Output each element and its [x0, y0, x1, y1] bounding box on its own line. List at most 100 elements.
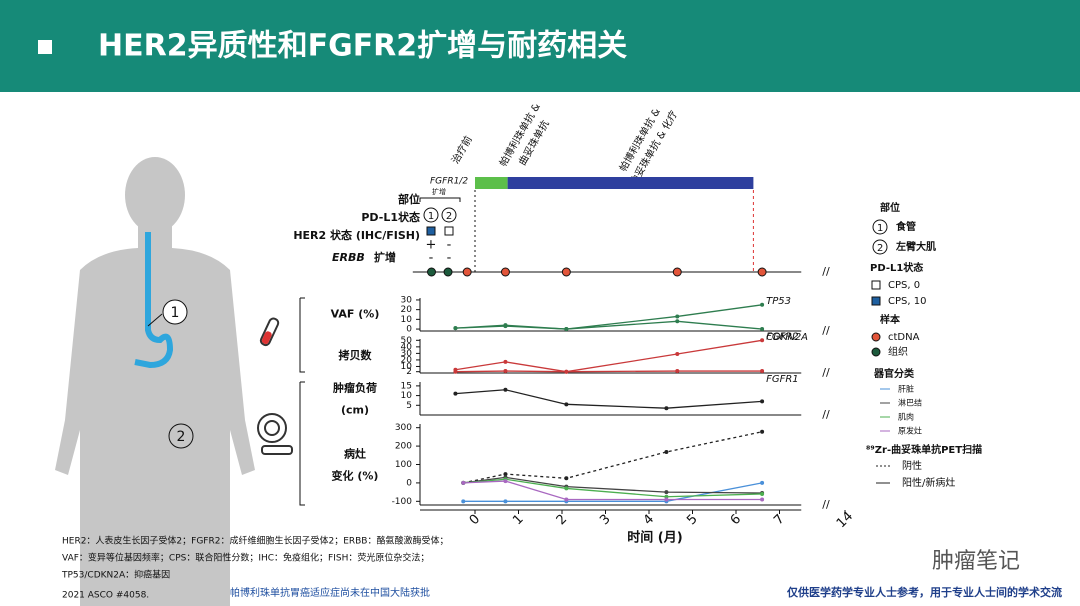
data-point	[564, 327, 569, 332]
erbb-status: -	[447, 251, 452, 266]
data-point	[675, 314, 680, 319]
y-axis-label: (cm)	[341, 404, 369, 417]
row-label: PD-L1状态	[361, 210, 420, 224]
y-tick-label: 5	[406, 401, 412, 411]
data-point	[664, 490, 669, 495]
legend-text: PD-L1状态	[870, 261, 923, 274]
sample-marker	[672, 267, 682, 277]
legend-text: 肌肉	[898, 412, 914, 422]
data-point	[664, 449, 669, 454]
y-tick-label: 15	[401, 381, 412, 391]
y-tick-label: 20	[401, 355, 413, 365]
bracket	[299, 297, 305, 373]
legend-text: 食管	[895, 220, 916, 233]
data-point	[503, 472, 508, 477]
erbb-status: -	[429, 251, 434, 266]
legend-sample-icon	[871, 347, 881, 357]
site-icon	[441, 207, 457, 223]
watermark: 肿瘤笔记	[932, 549, 1020, 574]
site-label: 1	[171, 305, 180, 321]
y-tick-label: 0	[406, 325, 412, 335]
tube-icon	[259, 317, 280, 347]
data-point	[760, 327, 765, 332]
y-tick-label: 10	[401, 315, 413, 325]
y-tick-label: 10	[401, 362, 413, 372]
y-axis-label: 变化 (%)	[332, 469, 379, 483]
data-point	[564, 369, 569, 374]
footnote: TP53/CDKN2A：抑癌基因	[61, 569, 170, 581]
legend-site-icon	[872, 239, 888, 255]
site-icon	[423, 207, 439, 223]
data-point	[503, 499, 508, 504]
legend-text: 器官分类	[873, 367, 914, 380]
site-label: 2	[177, 429, 186, 445]
data-point	[760, 302, 765, 307]
y-tick-label: 30	[401, 295, 413, 305]
axis-break: //	[822, 408, 830, 421]
pdl1-icon	[444, 226, 454, 236]
legend-text: 组织	[888, 345, 908, 358]
data-point	[760, 338, 765, 343]
axis-break: //	[822, 366, 830, 379]
series-line	[455, 370, 763, 373]
site-marker	[162, 299, 188, 325]
site-marker	[168, 423, 194, 449]
series-label: FGFR2	[766, 331, 799, 342]
data-point	[503, 359, 508, 364]
x-axis-label: 时间 (月)	[627, 530, 682, 546]
y-tick-label: -100	[392, 497, 413, 507]
callout	[147, 313, 163, 327]
header-bar	[0, 0, 1080, 92]
bracket	[299, 381, 305, 506]
data-point	[564, 486, 569, 491]
footnote: HER2：人表皮生长因子受体2；FGFR2：成纤维细胞生长因子受体2；ERBB：…	[62, 535, 448, 547]
data-point	[453, 326, 458, 331]
data-point	[760, 480, 765, 485]
legend-text: CPS, 10	[888, 296, 926, 307]
y-tick-label: 100	[395, 460, 412, 470]
scanner-icon	[257, 413, 293, 455]
data-point	[664, 497, 669, 502]
series-label: FGFR1	[766, 374, 799, 385]
legend-sample-icon	[871, 332, 881, 342]
legend-text: 阴性	[902, 459, 922, 472]
sample-marker	[500, 267, 510, 277]
y-tick-label: 50	[401, 336, 413, 346]
notice: 帕博利珠单抗胃癌适应症尚未在中国大陆获批	[230, 586, 430, 599]
row-label: HER2 状态 (IHC/FISH)	[293, 228, 420, 242]
fgfr-sub: 扩增	[432, 187, 446, 196]
y-axis-label: 病灶	[344, 447, 366, 461]
axis-break: //	[822, 324, 830, 337]
y-tick-label: 20	[401, 305, 413, 315]
legend-site-icon	[872, 219, 888, 235]
data-point	[453, 391, 458, 396]
y-axis-label: 肿瘤负荷	[333, 381, 377, 395]
her2-status: +	[426, 238, 437, 253]
data-point	[503, 479, 508, 484]
legend-text: 样本	[880, 313, 901, 326]
pdl1-icon	[426, 226, 436, 236]
data-point	[564, 402, 569, 407]
legend-text: 原发灶	[898, 426, 922, 436]
data-point	[675, 352, 680, 357]
y-tick-label: 300	[395, 423, 412, 433]
data-point	[760, 369, 765, 374]
data-point	[664, 406, 669, 411]
data-point	[760, 497, 765, 502]
data-point	[760, 491, 765, 496]
series-label: CDKN2A	[766, 332, 808, 343]
sample-marker	[427, 267, 436, 277]
legend-text: ctDNA	[888, 332, 920, 343]
y-tick-label: 40	[401, 342, 413, 352]
sample-marker	[462, 267, 472, 277]
y-tick-label: 2	[406, 367, 412, 377]
data-point	[760, 399, 765, 404]
legend-text: 肝脏	[898, 384, 914, 394]
silhouette	[55, 157, 255, 606]
fgfr-label: FGFR1/2	[430, 177, 468, 187]
data-point	[760, 429, 765, 434]
legend-text: 2	[877, 243, 883, 254]
y-tick-label: 0	[406, 478, 412, 488]
site-label: 2	[446, 211, 452, 222]
